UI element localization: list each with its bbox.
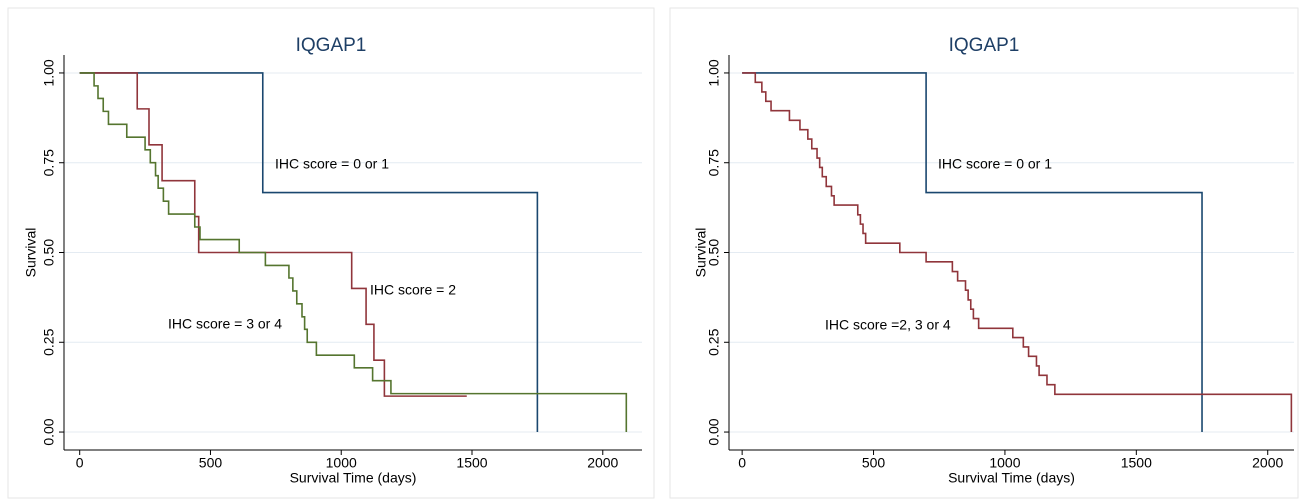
x-tick-label: 0 <box>76 455 84 471</box>
x-tick-label: 2000 <box>587 455 618 471</box>
survival-line <box>79 72 628 433</box>
series-label: IHC score = 3 or 4 <box>168 316 282 332</box>
x-tick-label: 0 <box>738 455 746 471</box>
x-tick-label: 1500 <box>1121 455 1152 471</box>
y-tick-label: 0.25 <box>706 328 722 355</box>
series-label: IHC score = 2 <box>370 282 456 298</box>
x-tick-label: 2000 <box>1252 455 1283 471</box>
y-tick-label: 1.00 <box>706 59 722 86</box>
survival-line <box>742 72 1203 433</box>
series-label: IHC score = 0 or 1 <box>275 156 389 172</box>
x-tick-label: 500 <box>199 455 223 471</box>
survival-line <box>742 72 1293 433</box>
y-axis-label: Survival <box>693 228 709 278</box>
y-tick-label: 0.00 <box>706 418 722 445</box>
series-label: IHC score =2, 3 or 4 <box>825 317 951 333</box>
y-tick-label: 0.25 <box>41 328 57 355</box>
series-label: IHC score = 0 or 1 <box>938 156 1052 172</box>
chart-title: IQGAP1 <box>296 35 367 56</box>
y-tick-label: 0.75 <box>41 149 57 176</box>
x-tick-label: 1000 <box>326 455 357 471</box>
y-tick-label: 1.00 <box>41 59 57 86</box>
chart-title: IQGAP1 <box>949 35 1020 56</box>
y-tick-label: 0.50 <box>706 239 722 266</box>
survival-line <box>79 72 467 397</box>
y-tick-label: 0.00 <box>41 418 57 445</box>
y-tick-label: 0.75 <box>706 149 722 176</box>
y-axis-label: Survival <box>23 228 39 278</box>
x-tick-label: 1500 <box>456 455 487 471</box>
y-tick-label: 0.50 <box>41 239 57 266</box>
x-tick-label: 1000 <box>989 455 1020 471</box>
survival-line <box>79 72 539 433</box>
x-axis-label: Survival Time (days) <box>948 470 1075 486</box>
x-axis-label: Survival Time (days) <box>290 470 417 486</box>
x-tick-label: 500 <box>862 455 886 471</box>
